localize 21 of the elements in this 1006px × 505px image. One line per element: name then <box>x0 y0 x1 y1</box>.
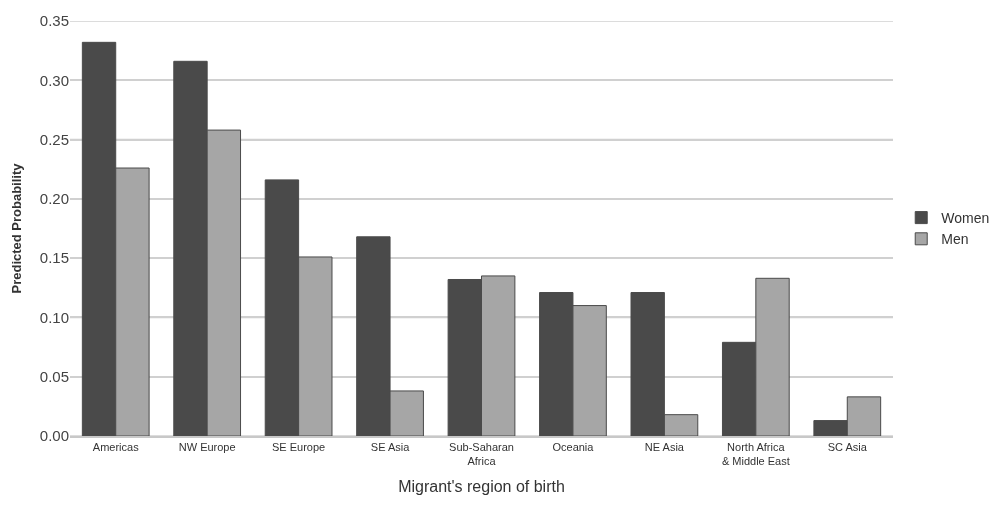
x-axis-title: Migrant's region of birth <box>398 478 565 496</box>
y-tick-label: 0.05 <box>39 367 69 385</box>
y-tick-label: 0.30 <box>39 71 69 89</box>
x-tick-label: SE Asia <box>370 440 411 453</box>
legend-label: Women <box>941 210 990 227</box>
x-tick-label: North Africa & Middle East <box>721 440 790 468</box>
y-tick-label: 0.10 <box>39 308 69 326</box>
y-tick-label: 0.35 <box>39 12 69 30</box>
x-tick-label: SC Asia <box>827 440 868 453</box>
x-tick-label: Americas <box>92 440 140 453</box>
y-tick-label: 0.25 <box>39 130 69 148</box>
x-tick-label: Sub-Saharan Africa <box>449 440 514 468</box>
x-tick-label: NW Europe <box>178 440 236 453</box>
y-axis-title: Predicted Probability <box>8 162 24 294</box>
x-tick-label: SE Europe <box>272 440 326 453</box>
y-tick-label: 0.00 <box>39 427 69 445</box>
legend-label: Men <box>941 231 969 248</box>
y-tick-label: 0.20 <box>39 190 69 208</box>
x-tick-label: Oceania <box>552 440 595 453</box>
x-tick-label: NE Asia <box>644 440 685 453</box>
y-tick-label: 0.15 <box>39 249 69 267</box>
